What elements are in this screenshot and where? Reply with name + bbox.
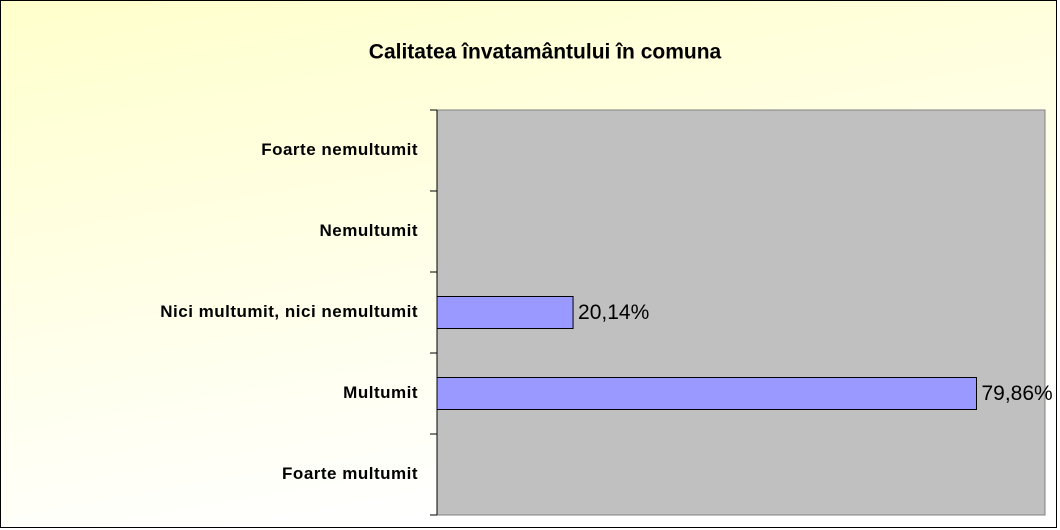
y-tick-label: Nemultumit [320, 221, 419, 240]
bar [436, 296, 574, 329]
y-tick-label: Foarte multumit [282, 464, 418, 483]
y-tick-label: Foarte nemultumit [261, 140, 418, 159]
bar [436, 377, 977, 410]
chart-title: Calitatea învatamântului în comuna [369, 41, 722, 64]
y-tick-label: Multumit [343, 383, 418, 402]
y-tick-label: Nici multumit, nici nemultumit [160, 302, 418, 321]
data-label: 20,14% [578, 301, 649, 324]
data-label: 79,86% [981, 382, 1052, 405]
